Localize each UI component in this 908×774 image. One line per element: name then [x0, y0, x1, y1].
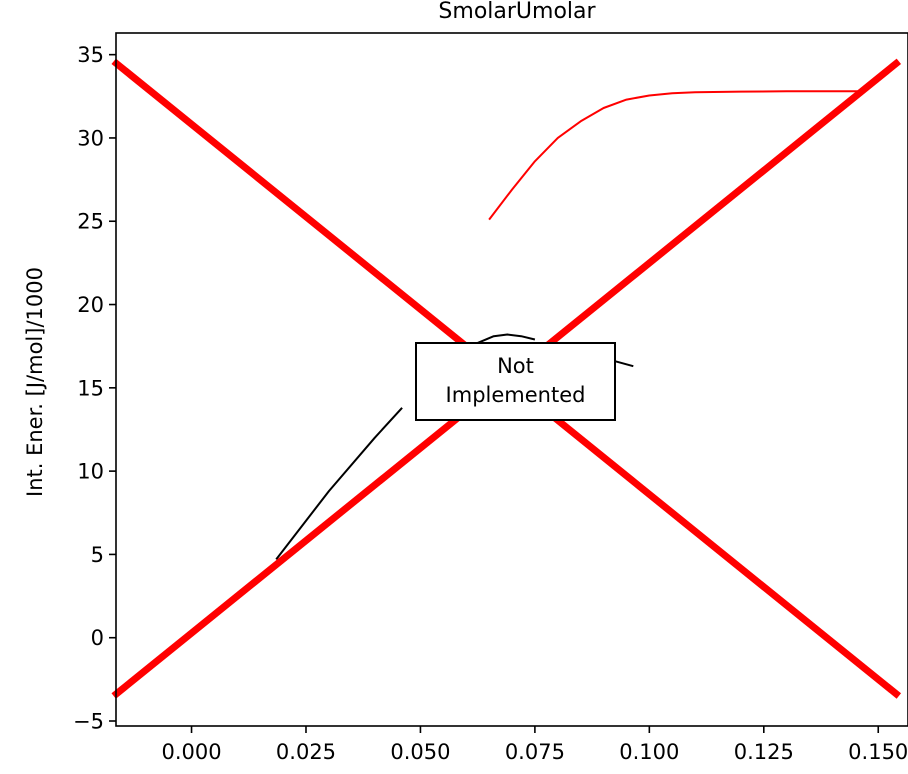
chart-title: SmolarUmolar [438, 0, 596, 24]
y-tick-label: −5 [73, 710, 104, 734]
y-tick-label: 5 [91, 543, 104, 567]
annotation-line-2: Implemented [446, 383, 586, 407]
y-tick-label: 0 [91, 626, 104, 650]
y-tick-label: 20 [77, 293, 104, 317]
series-line-3 [477, 333, 536, 344]
y-tick-label: 30 [77, 126, 104, 150]
y-axis-label: Int. Ener. [J/mol]/1000 [23, 267, 47, 497]
x-tick-label: 0.025 [276, 740, 336, 764]
annotation: Not Implemented [415, 342, 616, 421]
axes: 0.000 0.025 0.050 0.075 0.100 0.125 0.150 −5 0 5 1… [73, 32, 908, 764]
y-tick-label: 25 [77, 210, 104, 234]
series-line-4 [614, 360, 634, 368]
annotation-line-1: Not [497, 354, 534, 378]
x-tick-label: 0.075 [505, 740, 565, 764]
y-tick-label: 10 [77, 460, 104, 484]
series-layer [275, 90, 860, 561]
series-line-2 [275, 407, 403, 561]
y-tick-label: 35 [77, 43, 104, 67]
x-tick-label: 0.050 [390, 740, 450, 764]
x-tick-label: 0.100 [619, 740, 679, 764]
x-tick-label: 0.000 [161, 740, 221, 764]
series-line-1 [488, 90, 860, 221]
x-tick-label: 0.150 [848, 740, 908, 764]
x-tick-label: 0.125 [734, 740, 794, 764]
annotation-box [415, 342, 616, 421]
axes-frame [115, 32, 908, 727]
y-tick-label: 15 [77, 376, 104, 400]
